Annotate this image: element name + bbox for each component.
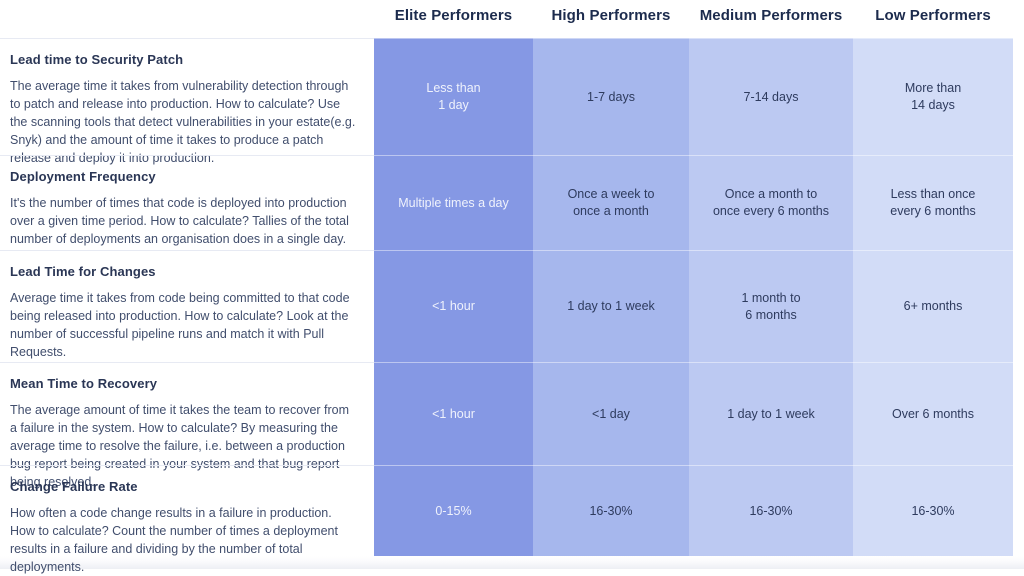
column-header-elite: Elite Performers	[394, 7, 513, 24]
table-row: Lead Time for Changes Average time it ta…	[0, 250, 1024, 362]
cell-value: <1 hour	[432, 406, 475, 421]
bottom-fade	[0, 556, 1024, 569]
header-row: Elite Performers High Performers Medium …	[0, 0, 1024, 38]
metric-cell: Lead Time for Changes Average time it ta…	[0, 250, 374, 362]
metric-description: The average amount of time it takes the …	[10, 403, 350, 489]
cell-value: 1 day to 1 week	[727, 406, 815, 421]
column-header-medium: Medium Performers	[699, 7, 843, 24]
cell-value: More than 14 days	[904, 81, 962, 112]
cell-elite: 0-15%	[374, 465, 533, 556]
table-row: Deployment Frequency It's the number of …	[0, 155, 1024, 250]
cell-low: 6+ months	[853, 250, 1013, 362]
right-margin	[1013, 38, 1024, 155]
cell-value: 16-30%	[749, 503, 793, 518]
cell-elite: Less than 1 day	[374, 38, 533, 155]
cell-value: 7-14 days	[743, 89, 799, 104]
metric-title: Change Failure Rate	[10, 479, 138, 494]
cell-value: 16-30%	[911, 503, 955, 518]
metric-description: It's the number of times that code is de…	[10, 196, 349, 246]
cell-value: 1 day to 1 week	[567, 299, 655, 313]
cell-value: 1 month to 6 months	[741, 290, 801, 322]
metric-title: Mean Time to Recovery	[10, 376, 158, 391]
table-row: Mean Time to Recovery The average amount…	[0, 362, 1024, 489]
cell-value: Multiple times a day	[398, 195, 509, 210]
right-margin	[1013, 362, 1024, 465]
cell-elite: Multiple times a day	[374, 155, 533, 250]
right-margin	[1013, 465, 1024, 556]
metric-cell: Deployment Frequency It's the number of …	[0, 155, 374, 250]
right-margin	[1013, 250, 1024, 362]
cell-value: Once a week to once a month	[567, 187, 655, 218]
cell-high: 1-7 days	[533, 38, 689, 155]
metric-title: Lead Time for Changes	[10, 264, 156, 279]
cell-value: Once a month to once every 6 months	[712, 187, 830, 218]
cell-medium: 1 day to 1 week	[689, 362, 853, 465]
cell-high: 16-30%	[533, 465, 689, 556]
cell-value: 0-15%	[435, 503, 472, 518]
cell-value: Less than once every 6 months	[890, 187, 976, 218]
metric-description: Average time it takes from code being co…	[10, 291, 350, 359]
cell-low: 16-30%	[853, 465, 1013, 556]
table-row: Lead time to Security Patch The average …	[0, 38, 1024, 165]
metric-cell: Change Failure Rate How often a code cha…	[0, 465, 374, 574]
cell-medium: Once a month to once every 6 months	[689, 155, 853, 250]
metric-cell: Mean Time to Recovery The average amount…	[0, 362, 374, 489]
metric-description: How often a code change results in a fai…	[10, 506, 338, 574]
cell-low: Less than once every 6 months	[853, 155, 1013, 250]
cell-high: Once a week to once a month	[533, 155, 689, 250]
metric-title: Lead time to Security Patch	[10, 52, 184, 67]
cell-value: Less than 1 day	[426, 81, 481, 112]
cell-low: Over 6 months	[853, 362, 1013, 465]
cell-medium: 16-30%	[689, 465, 853, 556]
column-header-high: High Performers	[551, 7, 671, 24]
metric-cell: Lead time to Security Patch The average …	[0, 38, 374, 165]
metric-title: Deployment Frequency	[10, 169, 156, 184]
metric-description: The average time it takes from vulnerabi…	[10, 79, 356, 165]
column-header-low: Low Performers	[875, 7, 991, 24]
cell-medium: 1 month to 6 months	[689, 250, 853, 362]
cell-medium: 7-14 days	[689, 38, 853, 155]
cell-elite: <1 hour	[374, 362, 533, 465]
cell-high: <1 day	[533, 362, 689, 465]
cell-value: <1 day	[592, 406, 630, 421]
cell-value: 6+ months	[903, 299, 963, 313]
cell-value: Over 6 months	[892, 406, 974, 421]
right-margin	[1013, 155, 1024, 250]
table-row: Change Failure Rate How often a code cha…	[0, 465, 1024, 574]
cell-elite: <1 hour	[374, 250, 533, 362]
cell-high: 1 day to 1 week	[533, 250, 689, 362]
cell-value: 1-7 days	[587, 89, 635, 104]
cell-value: 16-30%	[589, 503, 633, 518]
cell-value: <1 hour	[432, 299, 475, 313]
cell-low: More than 14 days	[853, 38, 1013, 155]
